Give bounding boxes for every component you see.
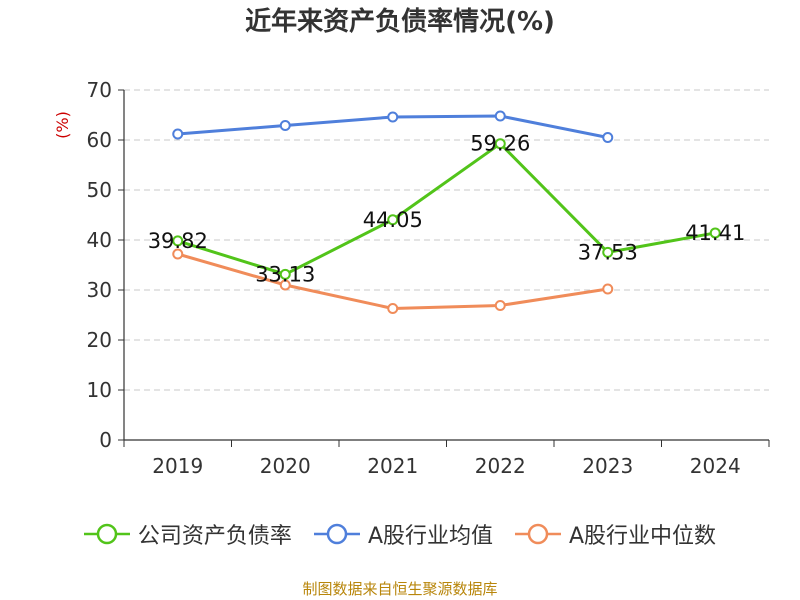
y-tick-label: 60	[87, 128, 112, 152]
x-tick-label: 2020	[260, 454, 311, 478]
data-point-1	[602, 132, 614, 143]
legend-item-industry-mean[interactable]: A股行业均值	[313, 518, 493, 550]
legend-label-company: 公司资产负债率	[137, 524, 292, 549]
data-point-0	[602, 246, 614, 258]
legend-item-industry-median[interactable]: A股行业中位数	[515, 518, 716, 550]
data-point-0	[172, 235, 184, 247]
data-point-1	[172, 128, 184, 140]
legend-label-industry-mean: A股行业均值	[367, 524, 493, 549]
y-tick-label: 30	[87, 278, 112, 302]
data-label: 39.82	[148, 229, 208, 253]
y-tick-label: 10	[87, 378, 112, 402]
x-tick-label: 2021	[367, 454, 418, 478]
data-point-2	[387, 303, 399, 314]
data-point-2	[279, 279, 291, 291]
y-tick-label: 0	[99, 428, 112, 452]
y-tick-label: 20	[87, 328, 112, 352]
data-label: 37.53	[578, 240, 638, 264]
data-point-0	[387, 214, 399, 226]
data-source-note: 制图数据来自恒生聚源数据库	[302, 580, 498, 598]
data-point-2	[602, 283, 614, 295]
data-point-2	[172, 248, 184, 260]
x-tick-label: 2024	[690, 454, 741, 478]
legend-item-company[interactable]: 公司资产负债率	[83, 518, 292, 550]
chart-legend: 公司资产负债率 A股行业均值 A股行业中位数	[0, 518, 800, 550]
data-label: 44.05	[363, 208, 423, 232]
x-tick-label: 2022	[475, 454, 526, 478]
y-tick-label: 50	[87, 178, 112, 202]
data-label: 41.41	[685, 221, 745, 245]
data-point-0	[494, 138, 506, 150]
legend-marker-company-icon	[83, 523, 130, 545]
y-tick-label: 40	[87, 228, 112, 252]
y-tick-label: 70	[87, 78, 112, 102]
series-line-0	[177, 142, 716, 276]
data-point-0	[709, 227, 721, 239]
data-point-0	[279, 268, 291, 280]
data-point-1	[387, 111, 399, 123]
data-label: 33.13	[255, 262, 315, 286]
y-axis-label: (%)	[53, 111, 72, 139]
legend-marker-industry-median-icon	[515, 523, 561, 545]
legend-marker-industry-mean-icon	[313, 523, 360, 545]
data-label: 59.26	[470, 132, 530, 156]
legend-label-industry-median: A股行业中位数	[569, 524, 717, 549]
x-tick-label: 2019	[152, 454, 203, 478]
data-point-1	[279, 120, 291, 131]
data-point-2	[494, 300, 506, 311]
data-point-1	[494, 110, 506, 122]
chart-title: 近年来资产负债率情况(%)	[245, 7, 555, 37]
x-tick-label: 2023	[582, 454, 633, 478]
